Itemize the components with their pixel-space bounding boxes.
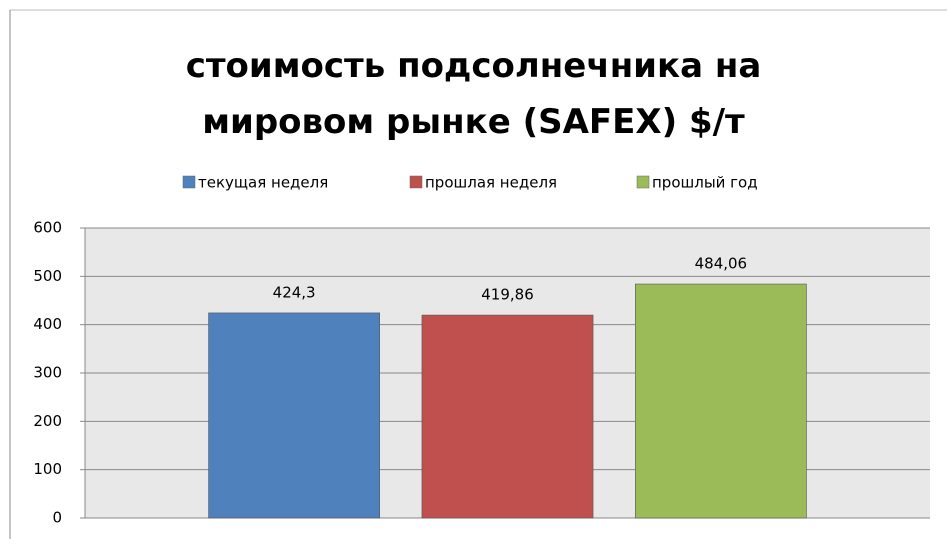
y-tick-label: 400 — [33, 315, 62, 333]
bar — [208, 312, 380, 519]
y-tick-label: 500 — [33, 267, 62, 285]
legend-swatch — [409, 175, 423, 189]
bar — [421, 314, 594, 519]
legend-label: текущая неделя — [198, 174, 328, 192]
y-tick-label: 100 — [33, 460, 62, 478]
chart-title: стоимость подсолнечника на мировом рынке… — [185, 46, 762, 142]
data-label: 419,86 — [481, 286, 534, 304]
bar — [635, 283, 807, 519]
y-tick-label: 600 — [33, 219, 62, 237]
data-label: 484,06 — [695, 255, 748, 273]
y-tick-label: 200 — [33, 412, 62, 430]
y-tick-label: 300 — [33, 364, 62, 382]
legend-label: прошлый год — [652, 174, 758, 192]
data-label: 424,3 — [273, 283, 316, 301]
legend-label: прошлая неделя — [425, 174, 557, 192]
legend-swatch — [182, 175, 196, 189]
y-tick-label: 0 — [52, 509, 62, 527]
legend-swatch — [636, 175, 650, 189]
